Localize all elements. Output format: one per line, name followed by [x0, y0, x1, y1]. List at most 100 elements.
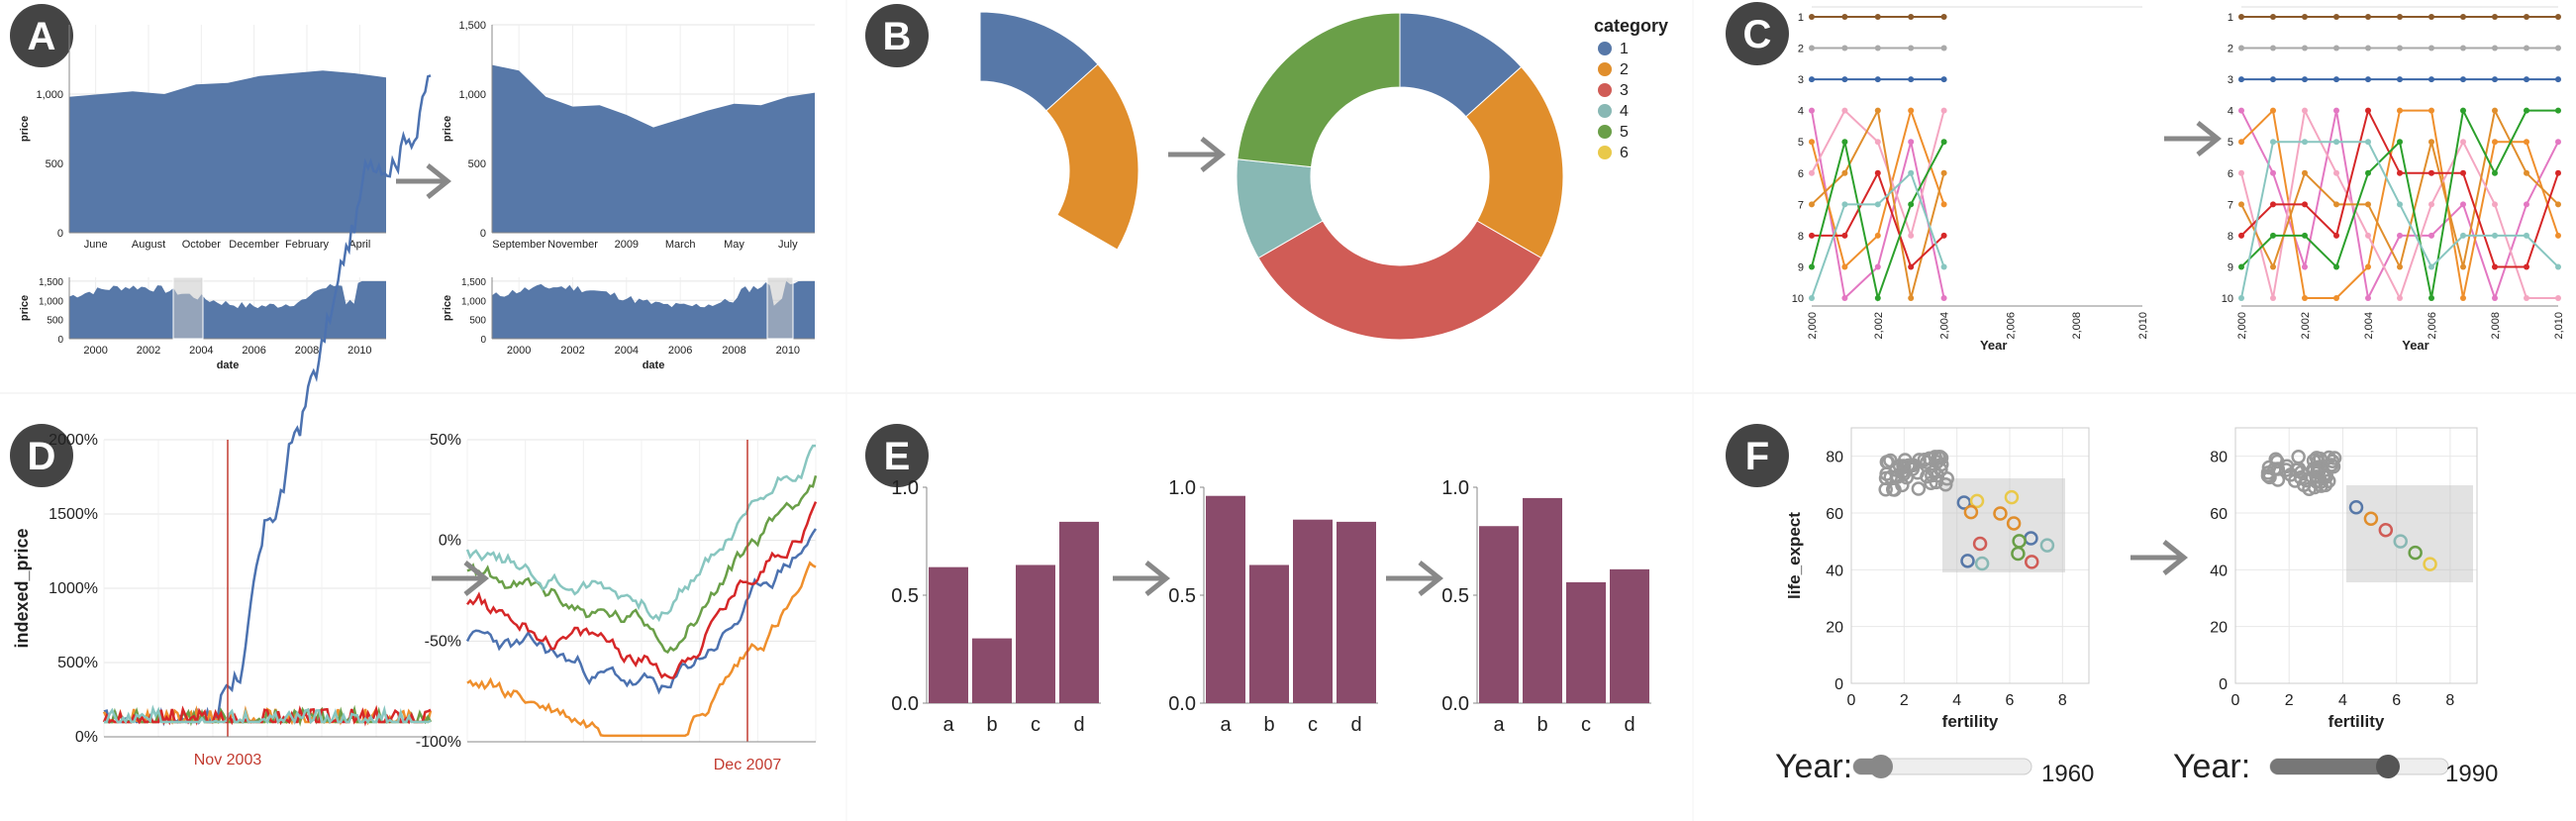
panel-badge-c: C [1726, 2, 1789, 65]
y-tick-label: -100% [416, 734, 461, 751]
rank-point [2270, 232, 2276, 239]
legend-label: 5 [1620, 124, 1629, 141]
rank-point [2524, 139, 2529, 146]
panel-badge-a: A [10, 4, 73, 67]
slider-thumb[interactable] [1869, 755, 1893, 778]
price-series [466, 474, 818, 655]
scatter-point [2004, 489, 2020, 505]
rank-point [2460, 169, 2466, 176]
rank-point [2397, 76, 2403, 83]
rank-point [2492, 295, 2498, 301]
x-tick-label: 6 [2392, 692, 2401, 709]
brush-selection[interactable] [2346, 485, 2473, 582]
y-tick-label: 500 [46, 158, 63, 170]
scatter-point [1960, 554, 1975, 568]
scatter-point [2311, 464, 2327, 479]
rank-point [2555, 295, 2561, 301]
y-tick-label: 2000% [49, 432, 98, 449]
x-tick-label: c [1308, 714, 1318, 736]
x-tick-label: 4 [1952, 692, 1961, 709]
rank-point [2270, 107, 2276, 114]
x-tick-label: 2,002 [1873, 312, 1885, 340]
y-tick-label: 80 [2210, 450, 2228, 466]
rank-point [2302, 14, 2308, 20]
scatter-point [1879, 466, 1894, 481]
x-tick-label: 2 [1900, 692, 1909, 709]
rank-point [2365, 295, 2371, 301]
scatter-point [1887, 482, 1902, 497]
rank-point [2460, 201, 2466, 208]
c-left-rank-chart: 1 2 3 4 5 6 7 8 9 102,000 2,002 2,004 2,006 2,008 2,01… [1792, 6, 2149, 353]
rank-point [2428, 107, 2434, 114]
x-tick-label: 2008 [295, 345, 319, 357]
x-tick-label: February [285, 239, 330, 251]
panel-badge-d: D [10, 424, 73, 487]
bar [1479, 526, 1519, 703]
year-slider-left[interactable]: Year: 1960 [1775, 748, 2094, 787]
rank-label: 4 [2228, 106, 2233, 118]
rank-point [1940, 14, 1947, 20]
b-right-donut [1236, 12, 1564, 341]
x-axis-title: date [643, 359, 665, 371]
rank-point [2238, 14, 2244, 20]
time-rule-label: Nov 2003 [194, 752, 262, 769]
rank-point [2524, 295, 2529, 301]
rank-point [2365, 76, 2371, 83]
scatter-point [1934, 457, 1949, 472]
y-axis-title: life_expect [1785, 512, 1804, 599]
year-slider-right[interactable]: Year: 1990 [2173, 748, 2498, 787]
rank-point [2397, 14, 2403, 20]
f-left-scatter: 0 20 40 60 80 0 2 4 6 8 fertility life_expect [1785, 427, 2090, 731]
f-right-scatter: 0 20 40 60 80 0 2 4 6 8 fertility [2210, 427, 2478, 731]
rank-point [2238, 201, 2244, 208]
slider-thumb[interactable] [2376, 755, 2400, 778]
price-series [465, 501, 818, 679]
slider-fill [2270, 759, 2389, 774]
x-tick-label: 2009 [615, 239, 639, 251]
y-tick-label: 0 [1834, 676, 1843, 693]
rank-point [2555, 14, 2561, 20]
rank-point [1841, 14, 1848, 20]
rank-point [1940, 232, 1947, 239]
brush-selection[interactable] [766, 276, 794, 340]
x-tick-label: March [665, 239, 696, 251]
badge-label-b: B [883, 15, 912, 58]
badge-label-f: F [1745, 435, 1769, 478]
rank-label: 3 [2228, 74, 2233, 86]
brush-selection[interactable] [1942, 478, 2065, 572]
x-tick-label: 2 [2285, 692, 2294, 709]
legend-label: 3 [1620, 82, 1629, 99]
bar [972, 638, 1012, 703]
rank-point [2302, 295, 2308, 301]
legend-swatch [1598, 42, 1612, 55]
rank-label: 5 [1798, 137, 1804, 149]
y-tick-label: 1.0 [1441, 477, 1469, 499]
x-tick-label: 2000 [507, 345, 531, 357]
brush-selection[interactable] [172, 276, 204, 340]
rank-point [2492, 107, 2498, 114]
rank-point [2492, 232, 2498, 239]
rank-point [1940, 295, 1947, 301]
x-tick-label: b [986, 714, 997, 736]
scatter-point [1956, 495, 1972, 510]
plot-frame [1850, 427, 2090, 684]
rank-point [1940, 107, 1947, 114]
rank-point [2555, 45, 2561, 51]
bar [1293, 519, 1333, 703]
d-left-line-chart: 0% 500% 1000% 1500% 2000% Nov 2003 indexed_pri… [12, 74, 433, 769]
rank-point [2397, 45, 2403, 51]
rank-point [2460, 14, 2466, 20]
rank-point [2333, 169, 2339, 176]
x-tick-label: 2,010 [2137, 312, 2149, 340]
price-series [466, 561, 817, 738]
rank-point [2365, 107, 2371, 114]
y-axis-title: indexed_price [12, 528, 32, 648]
x-tick-label: June [84, 239, 108, 251]
rank-label: 5 [2228, 137, 2233, 149]
a-left-overview-chart: 0 500 1,000 1,500 2000 2002 2004 2006 2008 2010 pr… [19, 276, 386, 371]
x-tick-label: d [1624, 714, 1635, 736]
x-tick-label: 2002 [137, 345, 160, 357]
rank-point [2365, 45, 2371, 51]
x-tick-label: d [1350, 714, 1361, 736]
